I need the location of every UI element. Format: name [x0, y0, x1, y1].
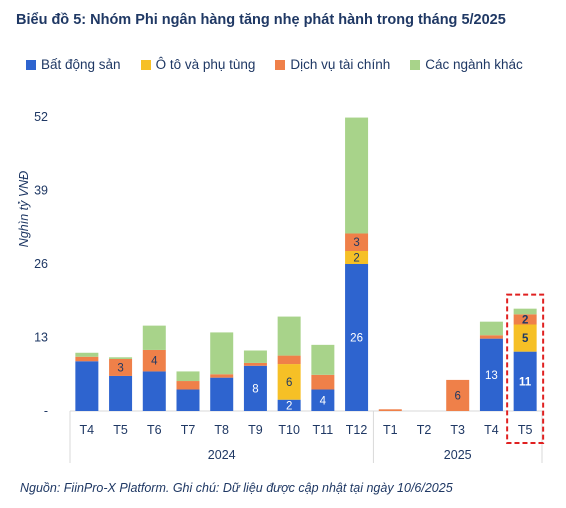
bar-segment	[75, 356, 99, 362]
x-tick-label: T8	[214, 423, 229, 437]
bar-segment	[176, 371, 200, 382]
y-tick-label: 13	[34, 331, 48, 345]
bar-segment	[109, 375, 133, 411]
bar-data-label: 2	[286, 400, 292, 412]
bar-segment	[277, 316, 301, 356]
x-tick-label: T5	[113, 423, 128, 437]
x-tick-label: T9	[248, 423, 263, 437]
bar-segment	[513, 308, 537, 315]
bar-data-label: 13	[485, 370, 498, 382]
bar-segment	[75, 361, 99, 411]
y-tick-label: -	[44, 404, 48, 418]
bar-data-label: 5	[522, 333, 529, 345]
legend-label: Các ngành khác	[425, 57, 523, 72]
bar-segment	[277, 399, 301, 411]
legend-swatch	[140, 59, 151, 70]
bar-data-label: 26	[350, 333, 363, 345]
bar-segment	[210, 332, 234, 375]
bar-segment	[345, 117, 369, 234]
bar-data-label: 11	[519, 376, 532, 388]
bar-segment	[311, 344, 335, 375]
legend-swatch	[26, 59, 36, 70]
bar-segment	[513, 324, 537, 352]
legend-label: Bất động sản	[41, 57, 121, 72]
x-tick-label: T11	[313, 423, 334, 437]
bar-segment	[345, 233, 369, 251]
bar-segment	[479, 338, 503, 411]
bar-segment	[479, 321, 503, 336]
x-tick-label: T2	[417, 423, 432, 437]
bar-segment	[446, 379, 470, 411]
bar-segment	[513, 351, 537, 411]
x-tick-label: T4	[484, 423, 499, 437]
x-tick-label: T3	[450, 423, 465, 437]
bar-data-label: 3	[353, 237, 359, 249]
y-tick-label: 52	[34, 110, 48, 124]
chart-legend: Bất động sản Ô tô và phụ tùng Dịch vụ tài …	[26, 57, 523, 72]
bar-data-label: 2	[522, 314, 528, 326]
bar-segment	[345, 264, 369, 411]
legend-label: Dịch vụ tài chính	[290, 57, 391, 72]
bar-segment	[243, 365, 267, 411]
highlight-box	[506, 293, 545, 444]
year-group-label: 2025	[444, 448, 472, 462]
bar-segment	[142, 325, 166, 350]
bar-segment	[277, 355, 301, 365]
x-tick-label: T12	[346, 423, 368, 437]
bar-segment	[176, 381, 200, 390]
legend-item-0: Bất động sản	[26, 57, 121, 72]
bar-data-label: 8	[252, 383, 258, 395]
bar-segment	[311, 374, 335, 390]
bar-segment	[210, 374, 234, 378]
chart-plot: Nghìn tỷ VNĐ - 13 26 39 52 8 2 4 26 13 11 6 2 5 3 4 3 6 2 T4…	[17, 110, 545, 463]
legend-item-3: Các ngành khác	[410, 57, 523, 72]
bar-data-label: 3	[117, 362, 123, 374]
x-tick-label: T5	[518, 423, 533, 437]
legend-label: Ô tô và phụ tùng	[155, 57, 256, 72]
chart-title: Biểu đồ 5: Nhóm Phi ngân hàng tăng nhẹ p…	[16, 12, 506, 28]
legend-item-2: Dịch vụ tài chính	[275, 57, 390, 72]
x-tick-label: T10	[278, 423, 300, 437]
bar-segment	[75, 352, 99, 357]
bar-segment	[479, 335, 503, 339]
x-tick-label: T7	[181, 423, 196, 437]
bar-segment	[142, 371, 166, 411]
bar-segment	[311, 389, 335, 411]
bar-segment	[345, 250, 369, 264]
y-tick-label: 26	[34, 257, 48, 271]
bar-segment	[378, 409, 402, 411]
bar-data-label: 6	[455, 390, 461, 402]
bar-data-label: 4	[151, 356, 158, 368]
bar-data-label: 4	[320, 395, 327, 407]
bar-data-label: 6	[286, 377, 292, 389]
x-tick-label: T4	[80, 423, 95, 437]
bar-segment	[142, 349, 166, 372]
y-tick-label: 39	[34, 184, 48, 198]
bar-segment	[176, 389, 200, 411]
chart-source-note: Nguồn: FiinPro-X Platform. Ghi chú: Dữ l…	[20, 481, 453, 495]
legend-item-1: Ô tô và phụ tùng	[140, 57, 256, 72]
year-group-label: 2024	[208, 448, 236, 462]
legend-swatch	[410, 59, 421, 70]
x-tick-label: T6	[147, 423, 162, 437]
x-tick-label: T1	[383, 423, 398, 437]
bar-segment	[210, 377, 234, 411]
bar-segment	[277, 364, 301, 400]
bar-segment	[109, 358, 133, 376]
y-axis-title: Nghìn tỷ VNĐ	[17, 171, 31, 247]
bar-segment	[513, 314, 537, 325]
bar-data-label: 2	[353, 252, 359, 264]
bar-segment	[243, 362, 267, 366]
bar-segment	[109, 357, 133, 359]
bar-segment	[243, 350, 267, 363]
legend-swatch	[275, 59, 286, 70]
